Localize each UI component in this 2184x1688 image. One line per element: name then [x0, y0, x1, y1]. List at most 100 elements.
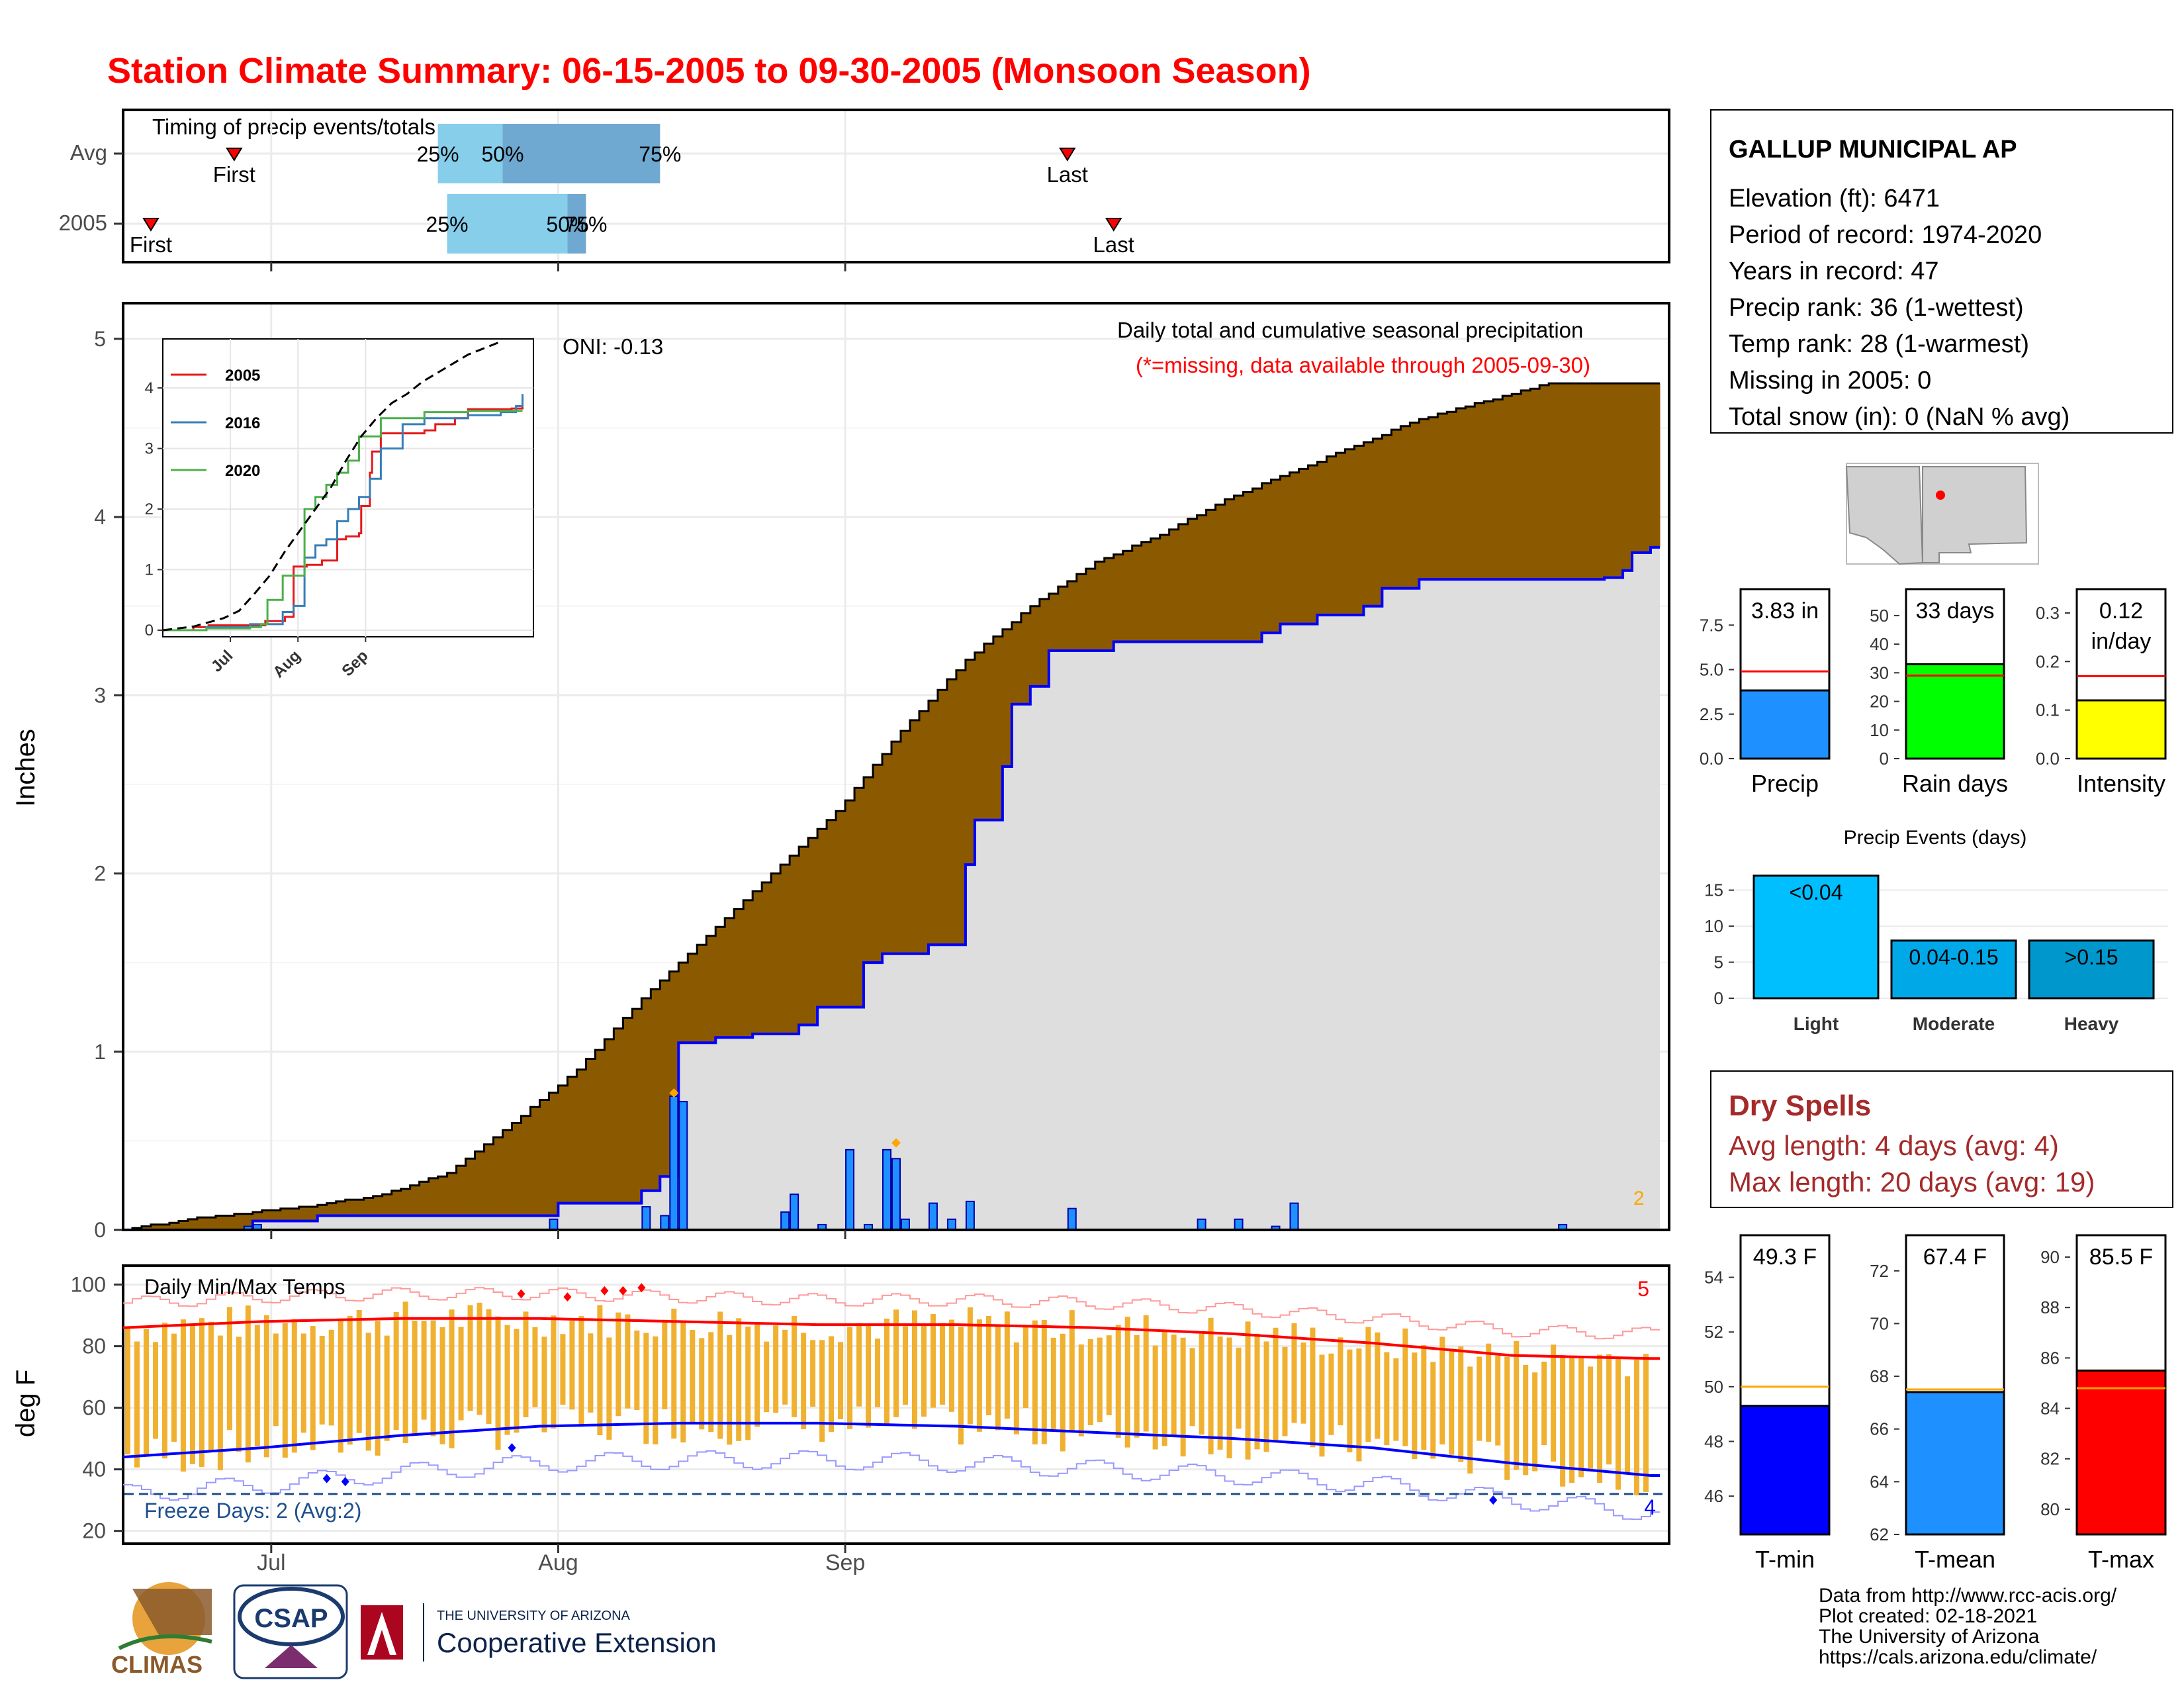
- deficit-area: [1391, 430, 1401, 588]
- deficit-area: [373, 1196, 383, 1216]
- daily-temp-bar: [1514, 1340, 1520, 1470]
- deficit-area: [660, 980, 670, 1177]
- deficit-area: [289, 1208, 300, 1221]
- daily-temp-bar: [1106, 1335, 1112, 1415]
- inset-ytick-label: 2: [145, 500, 154, 518]
- deficit-area: [141, 1226, 152, 1230]
- daily-temp-bar: [282, 1323, 288, 1458]
- station-line: Years in record: 47: [1729, 258, 1939, 285]
- inset-ytick-label: 0: [145, 622, 154, 639]
- deficit-area: [576, 1069, 586, 1203]
- tmax-summary-value-label: 85.5 F: [2089, 1244, 2153, 1270]
- temp-ytick-label: 60: [82, 1396, 106, 1420]
- daily-temp-bar: [1578, 1357, 1584, 1477]
- daily-temp-bar: [300, 1333, 306, 1433]
- daily-temp-bar: [930, 1314, 936, 1408]
- footer: Data from http://www.rcc-acis.org/ Plot …: [111, 1582, 2117, 1679]
- timing-label: Timing of precip events/totals: [152, 115, 435, 139]
- daily-temp-bar: [1032, 1320, 1038, 1445]
- events-category-label: Moderate: [1913, 1013, 1995, 1034]
- deficit-area: [909, 720, 920, 954]
- deficit-area: [1298, 469, 1308, 624]
- daily-temp-bar: [384, 1335, 390, 1441]
- daily-temp-bar: [1375, 1332, 1381, 1439]
- record-high-marker-icon: [563, 1292, 572, 1302]
- dry-spells-box: Dry Spells Avg length: 4 days (avg: 4) M…: [1710, 1070, 2173, 1208]
- deficit-area: [271, 1210, 281, 1221]
- daily-temp-bar: [1504, 1356, 1510, 1480]
- intensity-summary-value-label: 0.12: [2099, 598, 2143, 624]
- deficit-area: [1095, 561, 1105, 651]
- daily-temp-bar: [458, 1327, 464, 1421]
- daily-temp-bar: [662, 1319, 668, 1409]
- daily-temp-bar: [1458, 1346, 1464, 1462]
- temp-summary-bars: 46 48 50 52 54 49.3 F T-min 62 64 66 68 70 72 67.4 F T…: [1704, 1234, 2167, 1573]
- daily-temp-bar: [606, 1337, 612, 1440]
- daily-temp-bar: [161, 1323, 167, 1459]
- inset-series-2005: [163, 398, 524, 632]
- temp-label: Daily Min/Max Temps: [144, 1275, 345, 1299]
- deficit-area: [400, 1189, 411, 1216]
- deficit-area: [382, 1194, 392, 1216]
- deficit-area: [530, 1107, 540, 1216]
- deficit-area: [567, 1076, 577, 1203]
- deficit-area: [854, 788, 864, 1008]
- daily-temp-bar: [1161, 1331, 1167, 1446]
- deficit-area: [956, 670, 966, 945]
- deficit-area: [946, 679, 957, 945]
- precip-summary-bars: 0.0 2.5 5.0 7.5 3.83 in Precip 0 10 20 30 40 50 33 d…: [1700, 588, 2167, 797]
- daily-temp-bar: [449, 1309, 455, 1448]
- events-ytick-label: 10: [1704, 916, 1723, 936]
- deficit-area: [1373, 438, 1383, 606]
- daily-temp-bar: [902, 1326, 908, 1405]
- raindays-summary-value-label: 33 days: [1915, 598, 1994, 624]
- timing-panel: Timing of precip events/totals Avg 2005 …: [59, 109, 1670, 263]
- daily-temp-bar: [328, 1329, 334, 1426]
- climas-logo-mesa: [132, 1589, 212, 1635]
- csap-cloud-icon: [238, 1587, 345, 1646]
- deficit-area: [586, 1058, 596, 1203]
- deficit-area: [595, 1050, 605, 1203]
- daily-temp-bar: [1615, 1358, 1621, 1490]
- normal-tmin-line: [122, 1421, 1661, 1477]
- inset-legend-label: 2016: [225, 414, 260, 432]
- events-title: Precip Events (days): [1844, 827, 2027, 849]
- daily-temp-bar: [1013, 1342, 1019, 1434]
- deficit-area: [651, 989, 660, 1191]
- record-high-marker-icon: [637, 1283, 646, 1293]
- tmax-summary-ytick-label: 80: [2040, 1499, 2060, 1519]
- daily-temp-bar: [1217, 1336, 1223, 1450]
- footer-line: The University of Arizona: [1819, 1626, 2040, 1648]
- daily-precip-bar: [845, 1149, 855, 1231]
- csap-mountain-icon: [265, 1645, 318, 1668]
- daily-temp-bar: [597, 1305, 603, 1436]
- deficit-area: [1058, 586, 1068, 651]
- ua-logo-small: THE UNIVERSITY OF ARIZONA: [437, 1609, 631, 1623]
- oni-label: ONI: -0.13: [563, 334, 663, 359]
- daily-temp-bar: [792, 1316, 797, 1417]
- precip-summary-ytick-label: 5.0: [1700, 660, 1723, 680]
- daily-temp-bar: [1236, 1347, 1242, 1429]
- daily-temp-bar: [1152, 1345, 1158, 1450]
- deficit-area: [1030, 606, 1040, 686]
- inset-series-2020: [163, 410, 523, 632]
- deficit-area: [1206, 510, 1216, 642]
- deficit-area: [437, 1176, 448, 1216]
- daily-temp-bar: [1597, 1354, 1603, 1483]
- daily-temp-bar: [134, 1341, 140, 1468]
- deficit-area: [317, 1205, 328, 1216]
- events-bar-label: 0.04-0.15: [1909, 945, 1998, 969]
- daily-temp-bar: [847, 1327, 853, 1429]
- ua-logo: THE UNIVERSITY OF ARIZONA Cooperative Ex…: [361, 1603, 717, 1662]
- record-max-line: [123, 1287, 1661, 1340]
- deficit-area: [1076, 574, 1087, 651]
- daily-temp-bar: [976, 1319, 982, 1432]
- deficit-area: [845, 800, 855, 1008]
- daily-temp-bar: [1541, 1362, 1547, 1446]
- deficit-area: [974, 652, 985, 820]
- daily-temp-bar: [1254, 1333, 1260, 1450]
- record-high-marker-icon: [619, 1286, 627, 1295]
- temp-ytick-label: 20: [82, 1519, 106, 1543]
- daily-precip-bar: [669, 1096, 679, 1231]
- station-frame: [1710, 109, 2173, 434]
